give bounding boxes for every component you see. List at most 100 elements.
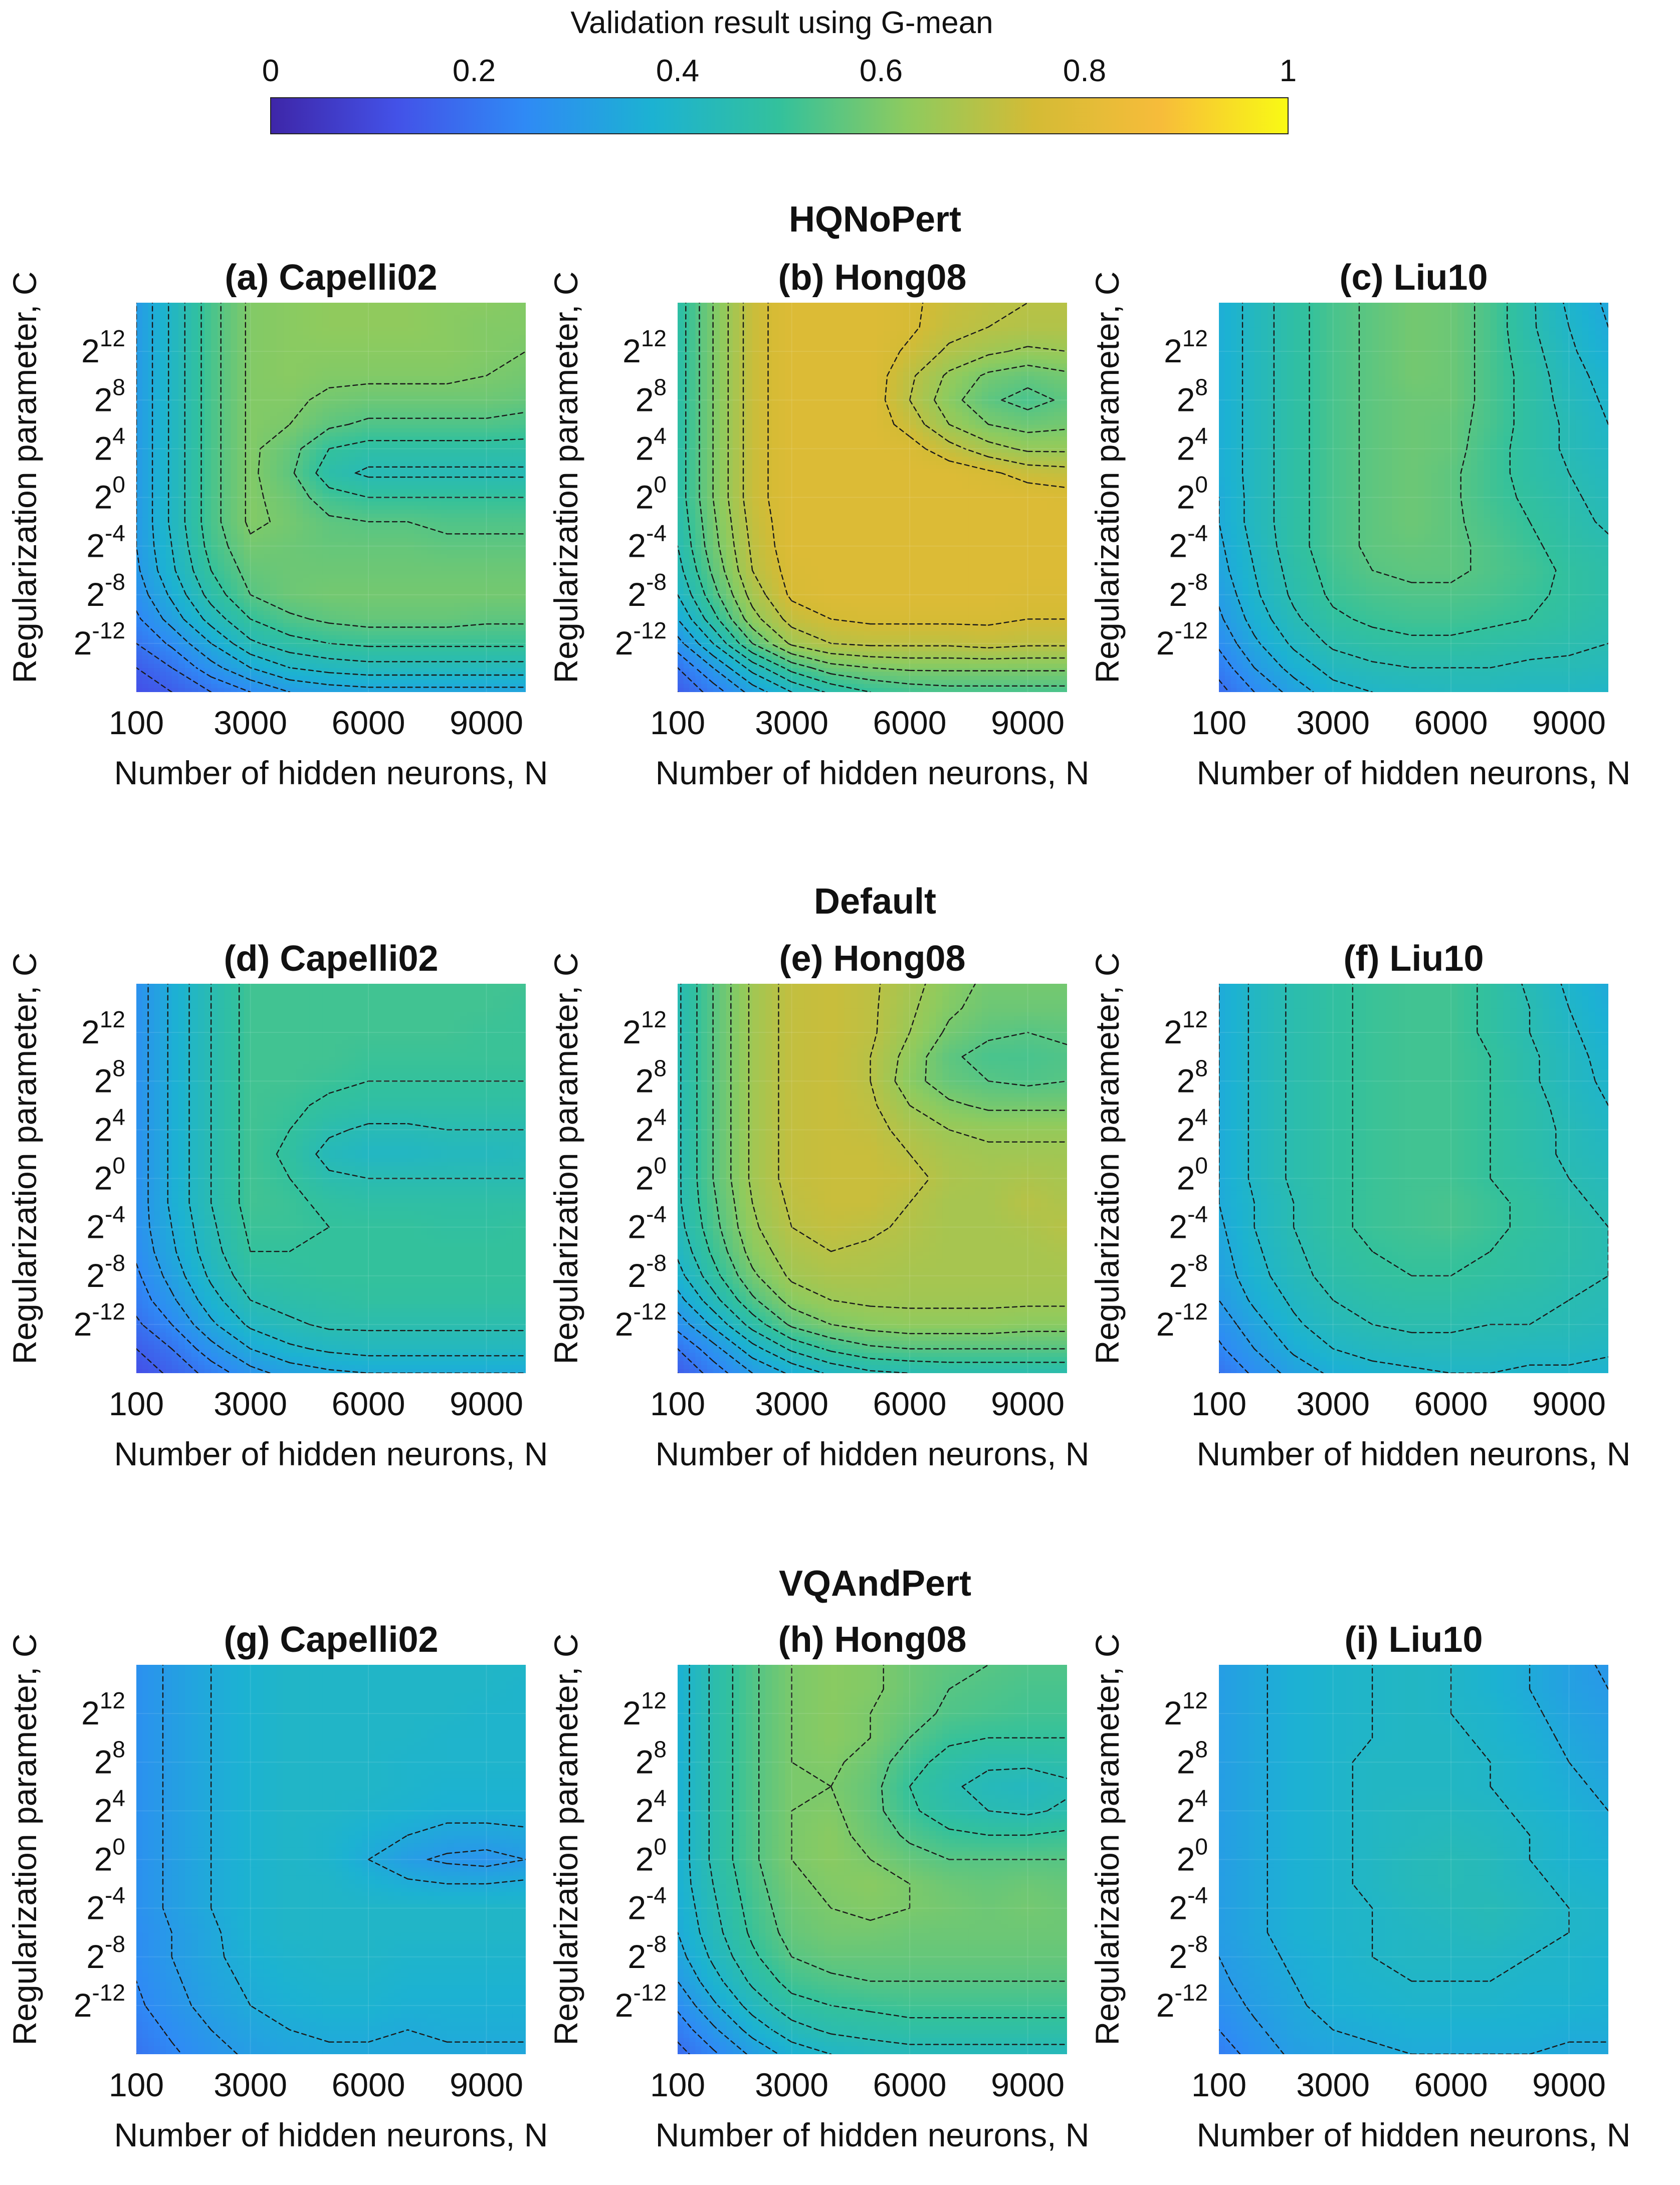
y-tick-label: 212 — [1164, 1006, 1208, 1050]
contour-line — [678, 635, 745, 692]
x-tick-label: 9000 — [1532, 704, 1606, 741]
contour-line — [748, 984, 1067, 1309]
panel-title: (g) Capelli02 — [224, 1620, 438, 1660]
contour-line — [1219, 648, 1255, 692]
colorbar-tick-label: 0.6 — [860, 54, 903, 88]
y-tick-label: 212 — [622, 1687, 667, 1731]
group-title-hqnopert: HQNoPert — [789, 199, 961, 240]
x-tick-label: 100 — [1191, 1385, 1246, 1422]
x-axis-label: Number of hidden neurons, N — [114, 2116, 548, 2153]
y-tick-label: 20 — [636, 472, 667, 516]
x-tick-label: 6000 — [1414, 2066, 1488, 2103]
y-tick-label: 2-12 — [74, 617, 125, 662]
y-tick-label: 2-12 — [1156, 1298, 1208, 1343]
y-tick-label: 20 — [1177, 1834, 1208, 1878]
contour-line — [712, 984, 1067, 1350]
colorbar-tick-label: 0.4 — [656, 54, 699, 88]
filled-contour-field — [1219, 1665, 1608, 2054]
y-axis-label: Regularization parameter, C — [1089, 1634, 1126, 2046]
grid — [1219, 984, 1608, 1373]
y-tick-label: 28 — [1177, 374, 1208, 418]
y-tick-label: 24 — [1177, 422, 1208, 467]
y-tick-label: 20 — [1177, 1153, 1208, 1197]
x-tick-label: 3000 — [755, 1385, 828, 1422]
x-tick-label: 9000 — [991, 1385, 1065, 1422]
y-tick-label: 2-8 — [86, 1931, 125, 1975]
grid — [1219, 1665, 1608, 2054]
x-axis-label: Number of hidden neurons, N — [656, 2116, 1090, 2153]
x-tick-label: 100 — [1191, 704, 1246, 741]
contour-lines — [1219, 1665, 1608, 2054]
x-axis-label: Number of hidden neurons, N — [114, 754, 548, 791]
panels: (a) Capelli02 100 3000 6000 9000 Number of hi… — [6, 258, 1630, 2153]
y-axis-label: Regularization parameter, C — [1089, 272, 1126, 684]
y-tick-label: 20 — [94, 1153, 125, 1197]
panel-title: (h) Hong08 — [778, 1620, 967, 1660]
panel-title: (c) Liu10 — [1339, 258, 1488, 298]
y-tick-label: 2-12 — [1156, 1980, 1208, 2024]
contour-line — [200, 303, 526, 647]
panel-h: (h) Hong08 100 3000 6000 9000 Number of hidde… — [547, 1620, 1089, 2153]
panel-f-contour-map — [1219, 984, 1608, 1373]
x-tick-label: 3000 — [214, 1385, 287, 1422]
colorbar-bar — [270, 97, 1289, 134]
contour-line — [1352, 1665, 1570, 1982]
y-tick-label: 212 — [81, 1687, 125, 1731]
x-tick-label: 3000 — [1296, 2066, 1370, 2103]
x-tick-label: 6000 — [873, 1385, 947, 1422]
contour-lines — [136, 1665, 526, 2054]
contour-line — [791, 1665, 911, 1921]
x-tick-label: 100 — [650, 1385, 705, 1422]
y-tick-label: 2-4 — [1169, 1201, 1208, 1245]
y-tick-label: 2-4 — [86, 1882, 125, 1926]
grid — [678, 984, 1067, 1373]
y-tick-label: 24 — [94, 1104, 125, 1148]
panel-c: (c) Liu10 100 3000 6000 9000 Number of hidden… — [1089, 258, 1630, 791]
x-tick-label: 6000 — [873, 704, 947, 741]
panel-title: (b) Hong08 — [778, 258, 967, 298]
contour-line — [1219, 606, 1283, 692]
contour-lines — [136, 303, 526, 692]
y-tick-label: 28 — [636, 1736, 667, 1780]
y-tick-label: 28 — [1177, 1055, 1208, 1099]
x-tick-label: 100 — [109, 1385, 164, 1422]
y-tick-label: 24 — [1177, 1104, 1208, 1148]
contour-line — [210, 1665, 526, 2043]
contour-line — [730, 984, 1067, 1335]
panel-e: (e) Hong08 100 3000 6000 9000 Number of hidde… — [547, 939, 1089, 1472]
panel-f: (f) Liu10 100 3000 6000 9000 Number of hidden… — [1089, 939, 1630, 1472]
panel-a: (a) Capelli02 100 3000 6000 9000 Number of hi… — [6, 258, 548, 791]
x-tick-label: 100 — [109, 704, 164, 741]
y-tick-label: 20 — [636, 1153, 667, 1197]
x-axis-label: Number of hidden neurons, N — [114, 1435, 548, 1472]
y-tick-label: 20 — [94, 1834, 125, 1878]
contour-line — [678, 1981, 748, 2054]
filled-contour-field — [678, 303, 1067, 692]
panel-g: (g) Capelli02 100 3000 6000 9000 Number of hi… — [6, 1620, 548, 2153]
y-tick-label: 20 — [1177, 472, 1208, 516]
panel-title: (e) Hong08 — [779, 939, 965, 979]
contour-line — [778, 984, 930, 1252]
contour-line — [742, 303, 1067, 648]
y-tick-label: 212 — [622, 1006, 667, 1050]
contour-line — [689, 1665, 832, 2054]
contour-line — [168, 303, 526, 676]
x-axis-label: Number of hidden neurons, N — [1197, 1435, 1631, 1472]
colorbar-label: Validation result using G-mean — [570, 6, 993, 40]
filled-contour-field — [136, 1665, 526, 2054]
contour-line — [1219, 1340, 1249, 1373]
x-tick-label: 9000 — [991, 2066, 1065, 2103]
contour-line — [147, 984, 271, 1373]
y-tick-label: 20 — [94, 472, 125, 516]
y-tick-label: 2-4 — [627, 1201, 667, 1245]
contour-line — [1219, 1665, 1608, 2054]
contour-line — [680, 984, 911, 1373]
contour-line — [678, 545, 825, 692]
contour-line — [1219, 679, 1230, 692]
contour-line — [1267, 1665, 1608, 2054]
contour-line — [136, 1316, 199, 1373]
y-tick-label: 24 — [636, 1785, 667, 1829]
y-tick-label: 28 — [636, 374, 667, 418]
panel-i: (i) Liu10 100 3000 6000 9000 Number of hidden… — [1089, 1620, 1630, 2153]
